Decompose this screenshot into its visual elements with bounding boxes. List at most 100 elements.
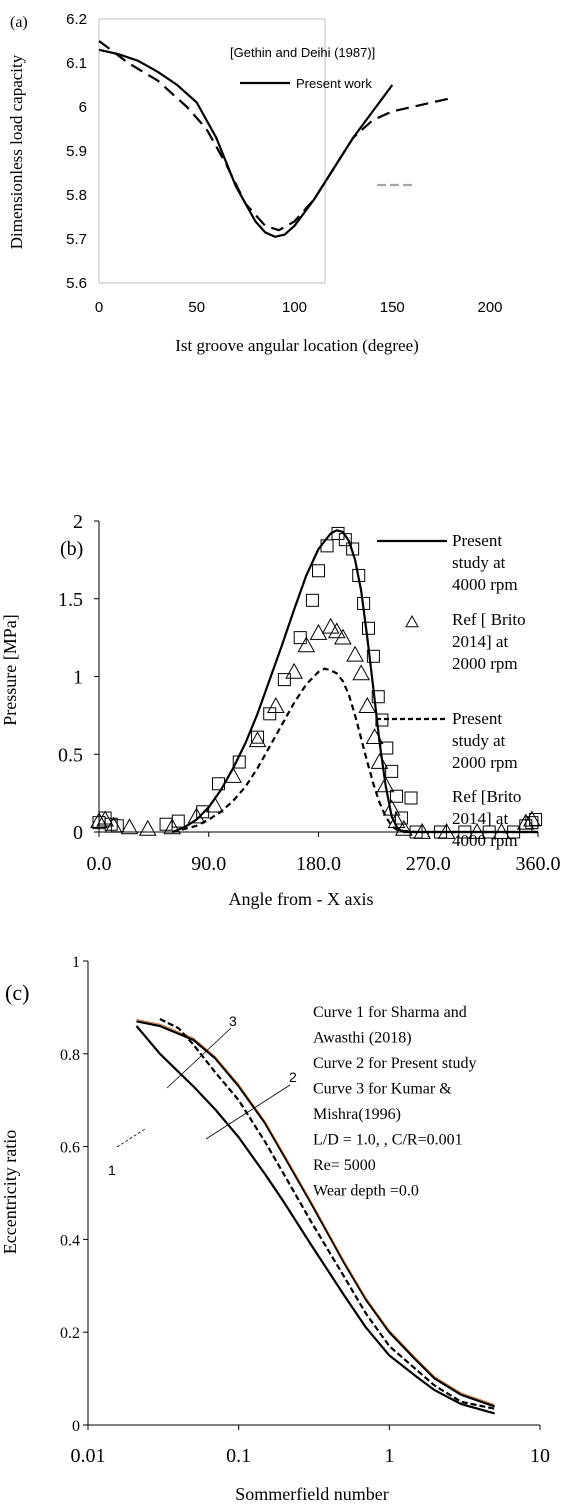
legend-swatch-brito-4000rpm bbox=[404, 791, 418, 805]
y-tick-label: 1 bbox=[73, 667, 83, 689]
x-axis-label: Sommerfield number bbox=[235, 1484, 388, 1504]
legend-label: 2000 rpm bbox=[452, 753, 518, 772]
marker-brito-4000rpm bbox=[277, 673, 291, 687]
y-tick-label: 0.5 bbox=[58, 744, 83, 766]
x-tick-label: 1 bbox=[384, 1445, 394, 1467]
y-tick-label: 6 bbox=[79, 99, 87, 116]
annotation-text: Curve 3 for Kumar & bbox=[313, 1081, 452, 1098]
marker-brito-2000rpm bbox=[387, 812, 406, 829]
marker-brito-4000rpm bbox=[433, 825, 447, 839]
marker-brito-4000rpm bbox=[357, 596, 371, 610]
marker-brito-4000rpm bbox=[305, 593, 319, 607]
y-tick-label: 6.1 bbox=[66, 55, 87, 72]
y-tick-label: 2 bbox=[73, 511, 83, 533]
panel-label-b: (b) bbox=[60, 538, 83, 560]
marker-brito-2000rpm bbox=[352, 664, 371, 681]
marker-brito-4000rpm bbox=[263, 707, 277, 721]
x-tick-label: 150 bbox=[380, 299, 405, 316]
curve-label-1: 1 bbox=[108, 1162, 116, 1178]
marker-brito-2000rpm bbox=[297, 636, 316, 653]
marker-brito-4000rpm bbox=[525, 816, 539, 830]
x-tick-label: 180.0 bbox=[296, 853, 341, 875]
plot-area-a bbox=[98, 18, 326, 284]
line-curve-3 bbox=[159, 1018, 495, 1410]
marker-brito-4000rpm bbox=[385, 764, 399, 778]
marker-brito-2000rpm bbox=[224, 766, 242, 783]
marker-brito-4000rpm bbox=[171, 814, 185, 828]
marker-brito-2000rpm bbox=[468, 822, 486, 839]
line-present-work bbox=[98, 48, 394, 238]
marker-brito-2000rpm bbox=[395, 819, 413, 836]
marker-brito-4000rpm bbox=[196, 805, 210, 819]
marker-brito-4000rpm bbox=[390, 789, 404, 803]
marker-brito-4000rpm bbox=[320, 539, 334, 553]
panel-label-a: (a) bbox=[10, 14, 28, 31]
marker-brito-4000rpm bbox=[409, 825, 423, 839]
y-axis-label: Dimensionless load capacity bbox=[7, 54, 26, 249]
legend-label: [Gethin and Deihi (1987)] bbox=[230, 45, 375, 60]
marker-brito-4000rpm bbox=[529, 813, 543, 827]
legend-label: Ref [Brito bbox=[452, 787, 521, 806]
line-curve-2 bbox=[136, 1020, 495, 1408]
x-tick-label: 0.01 bbox=[71, 1445, 106, 1467]
marker-brito-2000rpm bbox=[138, 819, 157, 836]
marker-brito-2000rpm bbox=[327, 622, 346, 639]
marker-brito-4000rpm bbox=[251, 730, 265, 744]
curve-label-3: 3 bbox=[229, 1013, 237, 1029]
marker-brito-2000rpm bbox=[492, 822, 511, 839]
marker-brito-2000rpm bbox=[321, 617, 340, 634]
marker-brito-4000rpm bbox=[361, 621, 375, 635]
marker-brito-2000rpm bbox=[248, 731, 267, 748]
marker-brito-2000rpm bbox=[382, 799, 401, 816]
x-tick-label: 270.0 bbox=[406, 853, 451, 875]
y-tick-label: 5.7 bbox=[66, 231, 87, 248]
marker-brito-4000rpm bbox=[458, 825, 472, 839]
y-axis-label: Eccentricity ratio bbox=[0, 1130, 20, 1254]
x-tick-label: 90.0 bbox=[191, 853, 226, 875]
panel-label-c: (c) bbox=[5, 980, 29, 1005]
curve-label-2: 2 bbox=[289, 1069, 297, 1085]
marker-brito-4000rpm bbox=[232, 755, 246, 769]
x-tick-label: 0.1 bbox=[226, 1445, 251, 1467]
legend-label: 4000 rpm bbox=[452, 575, 518, 594]
x-tick-label: 50 bbox=[188, 299, 205, 316]
legend-label: study at bbox=[452, 731, 506, 750]
marker-brito-4000rpm bbox=[482, 825, 496, 839]
marker-brito-4000rpm bbox=[380, 741, 394, 755]
marker-brito-4000rpm bbox=[293, 631, 307, 645]
y-tick-label: 0.8 bbox=[60, 1047, 80, 1064]
legend-label: 2014] at bbox=[452, 809, 508, 828]
leader-curve-3 bbox=[166, 1027, 232, 1089]
x-tick-label: 0 bbox=[95, 299, 103, 316]
marker-brito-2000rpm bbox=[163, 818, 182, 835]
x-tick-label: 10 bbox=[530, 1445, 550, 1467]
legend-label: study at bbox=[452, 553, 506, 572]
marker-brito-2000rpm bbox=[358, 697, 377, 713]
annotation-text: Re= 5000 bbox=[313, 1157, 376, 1174]
annotation-text: Wear depth =0.0 bbox=[313, 1183, 419, 1200]
legend-label: 2014] at bbox=[452, 632, 508, 651]
x-tick-label: 0.0 bbox=[87, 853, 112, 875]
leader-curve-2 bbox=[205, 1084, 291, 1140]
legend-swatch-brito-2000rpm bbox=[405, 614, 419, 628]
leader-curve-1 bbox=[116, 1128, 146, 1148]
legend-label: Ref [ Brito bbox=[452, 610, 526, 629]
marker-brito-4000rpm bbox=[394, 811, 408, 825]
legend-label: 2000 rpm bbox=[452, 654, 518, 673]
marker-brito-4000rpm bbox=[110, 819, 124, 833]
y-tick-label: 5.8 bbox=[66, 187, 87, 204]
line-present-2000rpm bbox=[171, 667, 538, 834]
marker-brito-2000rpm bbox=[376, 776, 395, 793]
marker-brito-4000rpm bbox=[338, 533, 352, 547]
marker-brito-2000rpm bbox=[334, 628, 352, 645]
y-tick-label: 0 bbox=[73, 822, 83, 844]
marker-brito-4000rpm bbox=[366, 649, 380, 663]
annotation-text: Curve 1 for Sharma and bbox=[313, 1004, 467, 1021]
line-curve-2-tint bbox=[136, 1019, 495, 1405]
marker-brito-2000rpm bbox=[120, 818, 139, 835]
marker-brito-2000rpm bbox=[370, 752, 389, 769]
marker-brito-4000rpm bbox=[159, 817, 173, 831]
x-tick-label: 360.0 bbox=[516, 853, 561, 875]
line-gethin-deihi bbox=[98, 40, 452, 232]
